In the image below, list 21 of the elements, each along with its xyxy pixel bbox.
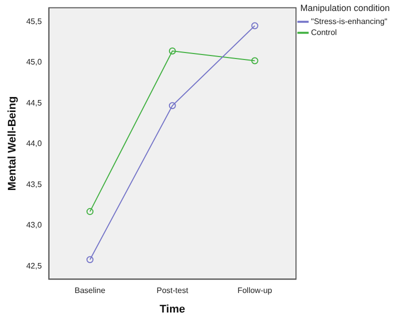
point xyxy=(168,102,176,110)
legend-label: "Stress-is-enhancing" xyxy=(311,17,388,26)
legend-title: Manipulation condition xyxy=(300,2,390,13)
y-tick-label: 45,5 xyxy=(26,16,42,26)
y-tick-label: 45,0 xyxy=(26,58,42,67)
x-tick-label: Post-test xyxy=(156,286,189,296)
x-axis-title: Time xyxy=(160,303,186,316)
x-tick-label: Follow-up xyxy=(237,286,273,296)
y-tick-label: 42,5 xyxy=(26,261,42,270)
y-axis-title: Mental Well-Being xyxy=(6,96,19,191)
y-tick-label: 43,0 xyxy=(26,220,42,230)
point xyxy=(168,47,176,54)
y-tick-label: 43,5 xyxy=(26,180,42,189)
point xyxy=(251,57,258,64)
legend-label: Control xyxy=(311,28,338,38)
point xyxy=(251,22,258,30)
y-tick-label: 44,5 xyxy=(26,98,42,108)
y-tick-label: 44,0 xyxy=(26,139,42,148)
point xyxy=(86,208,94,216)
x-tick-label: Baseline xyxy=(74,286,106,296)
point xyxy=(86,256,94,264)
